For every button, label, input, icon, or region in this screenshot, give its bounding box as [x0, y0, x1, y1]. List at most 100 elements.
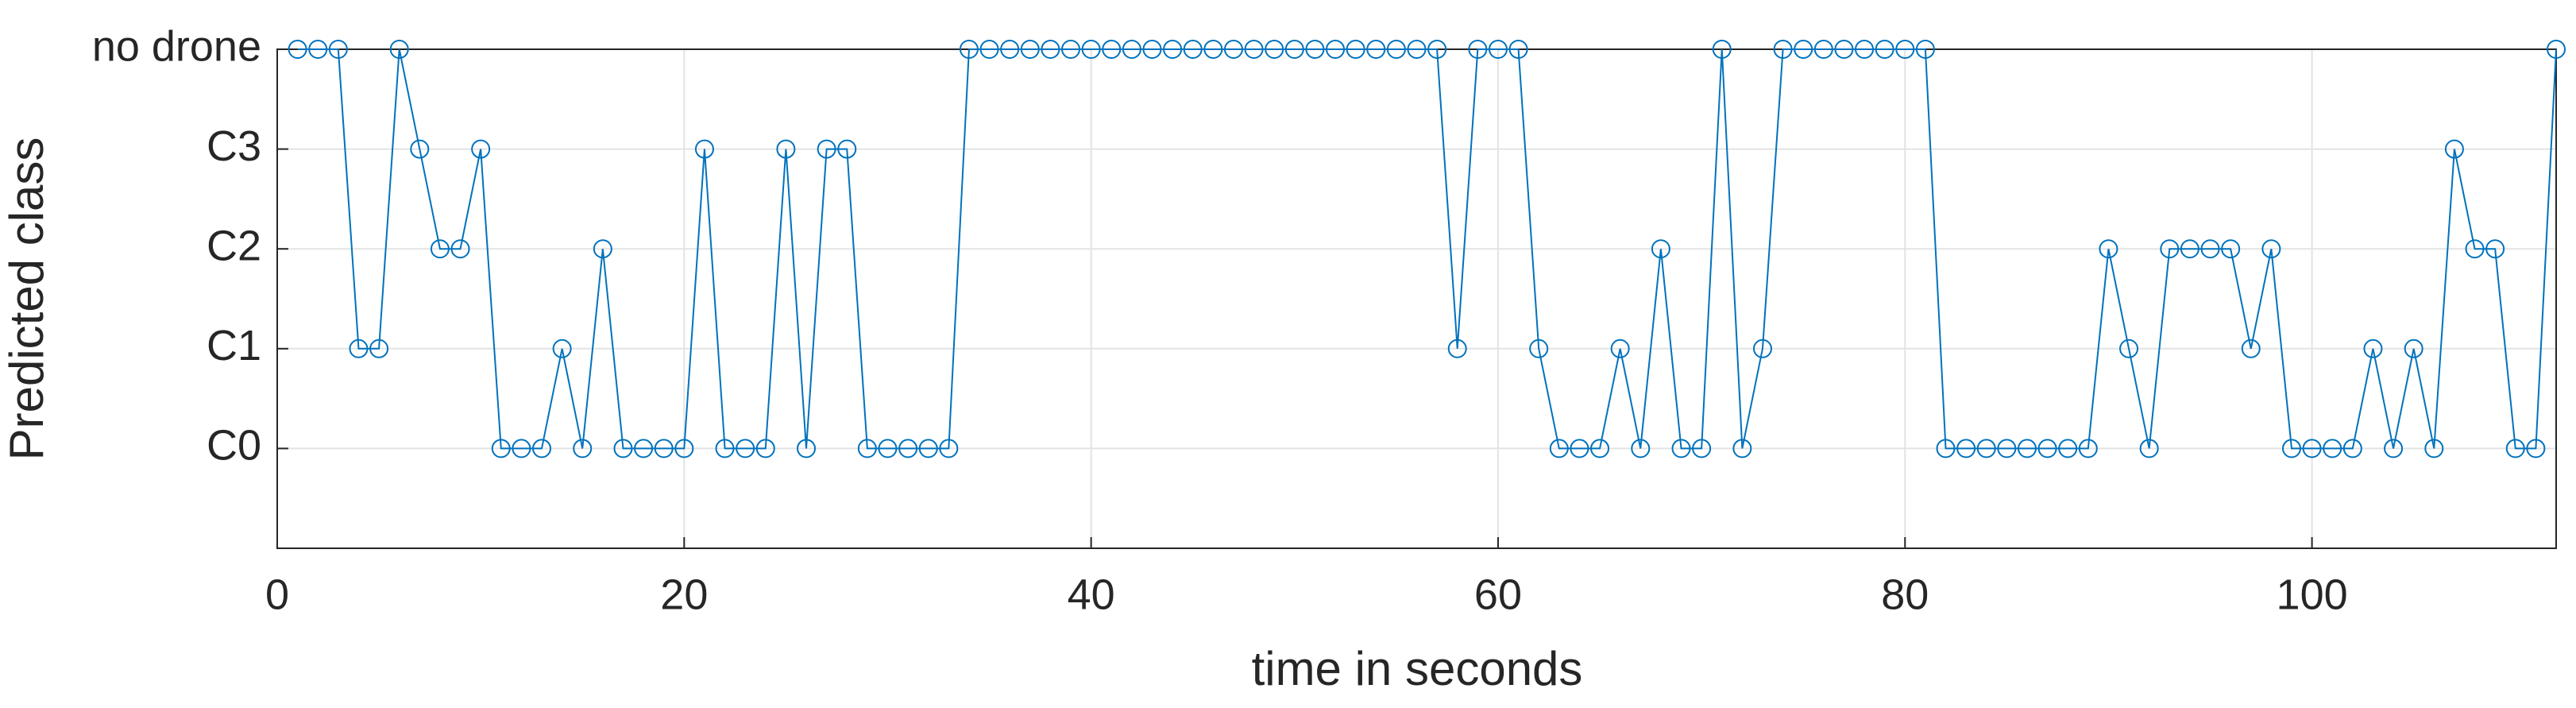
marker	[1936, 439, 1956, 458]
marker	[1915, 40, 1935, 59]
x-tick-label: 20	[660, 571, 708, 618]
marker	[1997, 439, 2017, 458]
marker	[532, 439, 552, 458]
marker	[2160, 239, 2180, 259]
marker	[1855, 40, 1875, 59]
x-tick-label: 0	[265, 571, 289, 618]
marker	[736, 439, 755, 458]
y-tick-label: C1	[207, 322, 261, 369]
marker	[755, 439, 775, 458]
marker	[1284, 40, 1304, 59]
marker	[715, 439, 735, 458]
marker	[1956, 439, 1976, 458]
marker	[1163, 40, 1183, 59]
marker	[939, 439, 959, 458]
marker	[878, 439, 898, 458]
marker	[1631, 439, 1651, 458]
marker	[776, 139, 796, 159]
marker	[1976, 439, 1996, 458]
marker	[512, 439, 531, 458]
marker	[1447, 339, 1467, 358]
x-tick-label: 60	[1474, 571, 1522, 618]
marker	[1122, 40, 1141, 59]
marker	[918, 439, 938, 458]
x-axis-label: time in seconds	[1252, 642, 1583, 695]
plot-frame	[276, 48, 2557, 549]
marker	[430, 239, 450, 259]
marker	[1651, 239, 1670, 259]
marker	[2424, 439, 2444, 458]
marker	[2444, 139, 2464, 159]
marker	[1834, 40, 1854, 59]
marker	[450, 239, 470, 259]
marker	[1610, 339, 1630, 358]
marker	[817, 139, 836, 159]
marker	[2139, 439, 2159, 458]
marker	[1020, 40, 1040, 59]
marker	[573, 439, 593, 458]
marker	[959, 40, 979, 59]
marker	[1244, 40, 1264, 59]
marker	[2241, 339, 2261, 358]
marker	[2078, 439, 2098, 458]
marker	[369, 339, 389, 358]
marker	[2261, 239, 2281, 259]
marker	[2485, 239, 2505, 259]
marker	[1488, 40, 1508, 59]
marker	[2017, 439, 2037, 458]
x-tick-label: 80	[1881, 571, 1929, 618]
x-tick-label: 40	[1068, 571, 1115, 618]
marker	[1508, 40, 1528, 59]
marker	[1570, 439, 1589, 458]
series-line	[297, 48, 2557, 450]
marker	[1265, 40, 1284, 59]
marker	[2302, 439, 2322, 458]
marker	[2342, 439, 2362, 458]
marker	[1366, 40, 1386, 59]
x-tick-label: 100	[2277, 571, 2348, 618]
marker	[613, 439, 633, 458]
marker	[634, 439, 654, 458]
y-tick-label: C0	[207, 422, 261, 470]
marker	[308, 40, 328, 59]
marker	[1183, 40, 1203, 59]
marker	[1041, 40, 1060, 59]
marker	[1386, 40, 1406, 59]
marker	[1813, 40, 1833, 59]
marker	[2281, 439, 2301, 458]
marker	[552, 339, 572, 358]
marker	[2119, 339, 2139, 358]
marker	[694, 139, 714, 159]
marker	[1102, 40, 1122, 59]
marker	[1081, 40, 1101, 59]
marker	[389, 40, 409, 59]
marker	[979, 40, 999, 59]
y-axis-label: Predicted class	[0, 137, 53, 461]
marker	[2221, 239, 2241, 259]
marker	[674, 439, 694, 458]
marker	[1000, 40, 1020, 59]
marker	[1142, 40, 1162, 59]
marker	[1895, 40, 1915, 59]
y-tick-label: C3	[207, 122, 261, 170]
marker	[797, 439, 817, 458]
marker	[1061, 40, 1081, 59]
marker	[2037, 439, 2057, 458]
marker	[491, 439, 511, 458]
marker	[1732, 439, 1752, 458]
marker	[2526, 439, 2546, 458]
marker	[1407, 40, 1427, 59]
marker	[1794, 40, 1813, 59]
marker	[2465, 239, 2485, 259]
marker	[1529, 339, 1549, 358]
marker	[471, 139, 491, 159]
marker	[2323, 439, 2342, 458]
marker	[1692, 439, 1712, 458]
marker	[1203, 40, 1223, 59]
marker	[1346, 40, 1365, 59]
marker	[2058, 439, 2078, 458]
marker	[837, 139, 857, 159]
marker	[654, 439, 674, 458]
marker	[2547, 40, 2566, 59]
